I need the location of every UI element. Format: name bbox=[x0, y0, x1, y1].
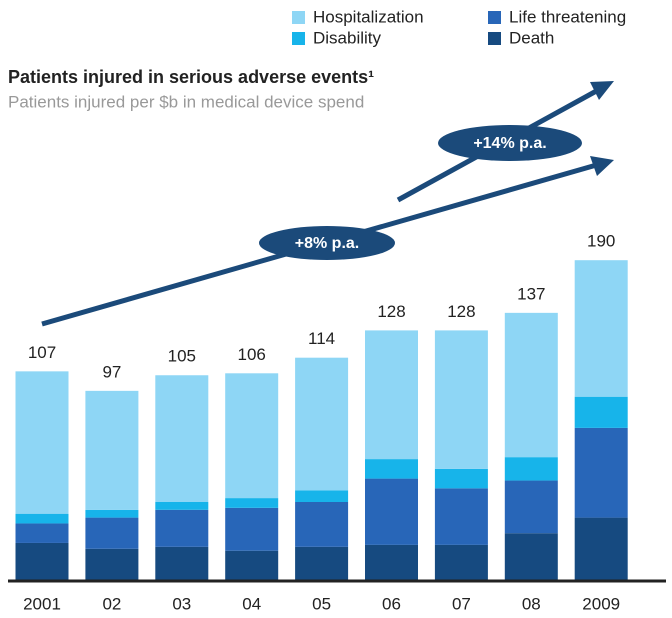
bar-segment bbox=[365, 459, 418, 479]
bar-segment bbox=[295, 502, 349, 547]
legend-swatch bbox=[292, 32, 305, 45]
bar-segment bbox=[574, 427, 628, 518]
arrow-head bbox=[590, 81, 614, 100]
arrow-head bbox=[590, 156, 614, 176]
total-label: 128 bbox=[377, 302, 405, 321]
bar-segment bbox=[504, 312, 558, 458]
bar-segment bbox=[15, 542, 69, 580]
bar-segment bbox=[155, 509, 209, 547]
bar-segment bbox=[574, 260, 628, 397]
bar-segment bbox=[225, 373, 279, 499]
total-label: 114 bbox=[308, 329, 335, 348]
legend-label: Death bbox=[509, 28, 554, 47]
chart-subtitle: Patients injured per $b in medical devic… bbox=[8, 92, 364, 111]
annotation: +8% p.a. bbox=[295, 235, 359, 252]
total-label: 190 bbox=[587, 232, 615, 251]
bar-segment bbox=[155, 502, 209, 510]
total-label: 105 bbox=[168, 347, 196, 366]
bar-segment bbox=[225, 498, 279, 508]
legend-swatch bbox=[488, 32, 501, 45]
bar-segment bbox=[295, 490, 349, 502]
bar-segment bbox=[365, 478, 418, 545]
x-tick-label: 08 bbox=[522, 594, 541, 613]
annotation-bubble bbox=[438, 125, 582, 161]
legend-label: Life threatening bbox=[509, 7, 626, 26]
annotation: +14% p.a. bbox=[473, 135, 546, 152]
bar-segment bbox=[365, 330, 418, 460]
bar-segment bbox=[434, 488, 488, 545]
bar-segment bbox=[15, 371, 69, 514]
bar-segment bbox=[504, 480, 558, 534]
bar-segment bbox=[85, 548, 139, 580]
bar-segment bbox=[295, 546, 349, 580]
x-tick-label: 2001 bbox=[23, 594, 61, 613]
bar-segment bbox=[15, 523, 69, 543]
x-tick-label: 06 bbox=[382, 594, 401, 613]
legend-label: Disability bbox=[313, 28, 382, 47]
bar-segment bbox=[155, 375, 209, 502]
bar-segment bbox=[85, 517, 139, 549]
total-label: 128 bbox=[447, 302, 475, 321]
bar-segment bbox=[504, 457, 558, 481]
bar-segment bbox=[434, 468, 488, 489]
legend-label: Hospitalization bbox=[313, 7, 424, 26]
total-label: 106 bbox=[238, 345, 266, 364]
x-tick-label: 07 bbox=[452, 594, 471, 613]
bar-segment bbox=[434, 544, 488, 580]
bar-segment bbox=[15, 513, 69, 524]
trend-arrows: +8% p.a. +14% p.a. bbox=[41, 81, 614, 327]
bar-segment bbox=[504, 533, 558, 580]
total-label: 97 bbox=[102, 362, 121, 381]
bar-segment bbox=[155, 546, 209, 580]
bar-segment bbox=[295, 357, 349, 491]
bar-segment bbox=[225, 550, 279, 580]
chart-title: Patients injured in serious adverse even… bbox=[8, 67, 374, 87]
x-tick-label: 05 bbox=[312, 594, 331, 613]
bar-segment bbox=[434, 330, 488, 469]
legend-swatch bbox=[488, 11, 501, 24]
x-tick-label: 04 bbox=[242, 594, 261, 613]
bar-segment bbox=[225, 507, 279, 551]
bar-segment bbox=[85, 390, 139, 510]
x-tick-label: 03 bbox=[172, 594, 191, 613]
bar-segment bbox=[85, 509, 139, 518]
x-tick-label: 2009 bbox=[582, 594, 620, 613]
annotation-bubble bbox=[259, 226, 395, 260]
total-label: 107 bbox=[28, 343, 56, 362]
total-label: 137 bbox=[517, 284, 545, 303]
bar-segment bbox=[574, 517, 628, 580]
bar-segment bbox=[365, 544, 418, 580]
bar-segment bbox=[574, 396, 628, 428]
legend-swatch bbox=[292, 11, 305, 24]
x-tick-label: 02 bbox=[102, 594, 121, 613]
